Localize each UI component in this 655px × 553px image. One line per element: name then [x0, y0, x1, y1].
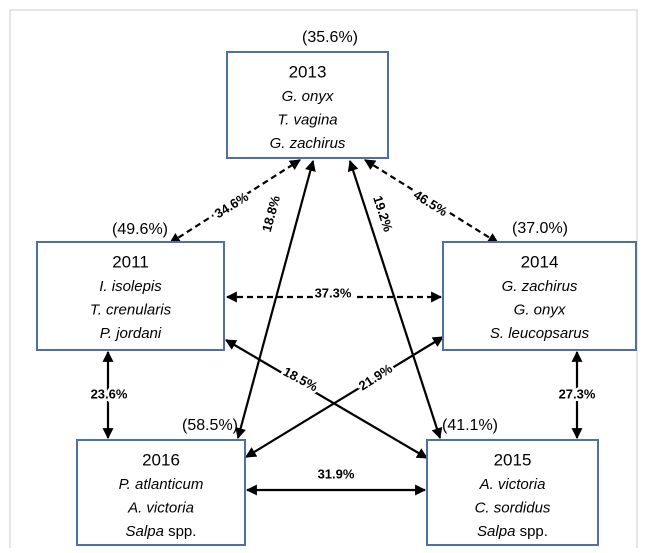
species: P. atlanticum — [119, 476, 204, 493]
node-year: 2015 — [494, 450, 532, 469]
edge-label: 21.9% — [356, 361, 395, 394]
edge-arrow — [225, 339, 428, 459]
edge-label: 27.3% — [559, 386, 596, 401]
node-year: 2014 — [521, 252, 559, 271]
genus: Salpa — [477, 523, 515, 540]
species: G. zachirus — [270, 135, 346, 152]
species: C. sordidus — [475, 499, 551, 516]
edge-label: 31.9% — [318, 466, 355, 481]
node-year: 2016 — [142, 450, 180, 469]
edge-arrow — [169, 159, 301, 244]
genus: Salpa — [126, 523, 164, 540]
node-box — [76, 439, 246, 546]
edge-label: 37.3% — [315, 285, 352, 300]
edge-label: 18.8% — [259, 194, 283, 234]
suffix: spp. — [168, 523, 196, 540]
node-box — [426, 439, 599, 546]
node-year: 2013 — [289, 62, 327, 81]
species: G. onyx — [514, 301, 566, 318]
species: Salpa spp. — [477, 523, 548, 540]
edge-label: 19.2% — [370, 194, 396, 234]
species: G. onyx — [282, 88, 334, 105]
suffix: spp. — [520, 523, 548, 540]
species: P. jordani — [100, 325, 162, 342]
species: T. crenularis — [90, 301, 172, 318]
edge-arrow — [245, 336, 444, 458]
species: A. victoria — [479, 476, 546, 493]
node-percent: (58.5%) — [182, 417, 238, 434]
node-year: 2011 — [112, 252, 149, 271]
node-box — [36, 241, 225, 351]
species: Salpa spp. — [126, 523, 197, 540]
species: G. zachirus — [502, 278, 578, 295]
node-box — [226, 51, 389, 159]
species: A. victoria — [127, 499, 194, 516]
species: I. isolepis — [99, 278, 162, 295]
node-box — [442, 241, 637, 351]
edge-label: 34.6% — [212, 189, 252, 221]
edge-label: 18.5% — [281, 364, 321, 395]
node-percent: (49.6%) — [112, 221, 168, 238]
species: T. vagina — [277, 111, 337, 128]
edge-label: 46.5% — [411, 187, 451, 219]
node-percent: (41.1%) — [442, 417, 498, 434]
edge-label: 23.6% — [91, 386, 128, 401]
node-percent: (37.0%) — [512, 220, 568, 237]
edge-arrow — [364, 159, 499, 244]
species: S. leucopsarus — [490, 325, 590, 342]
node-percent: (35.6%) — [302, 29, 358, 46]
